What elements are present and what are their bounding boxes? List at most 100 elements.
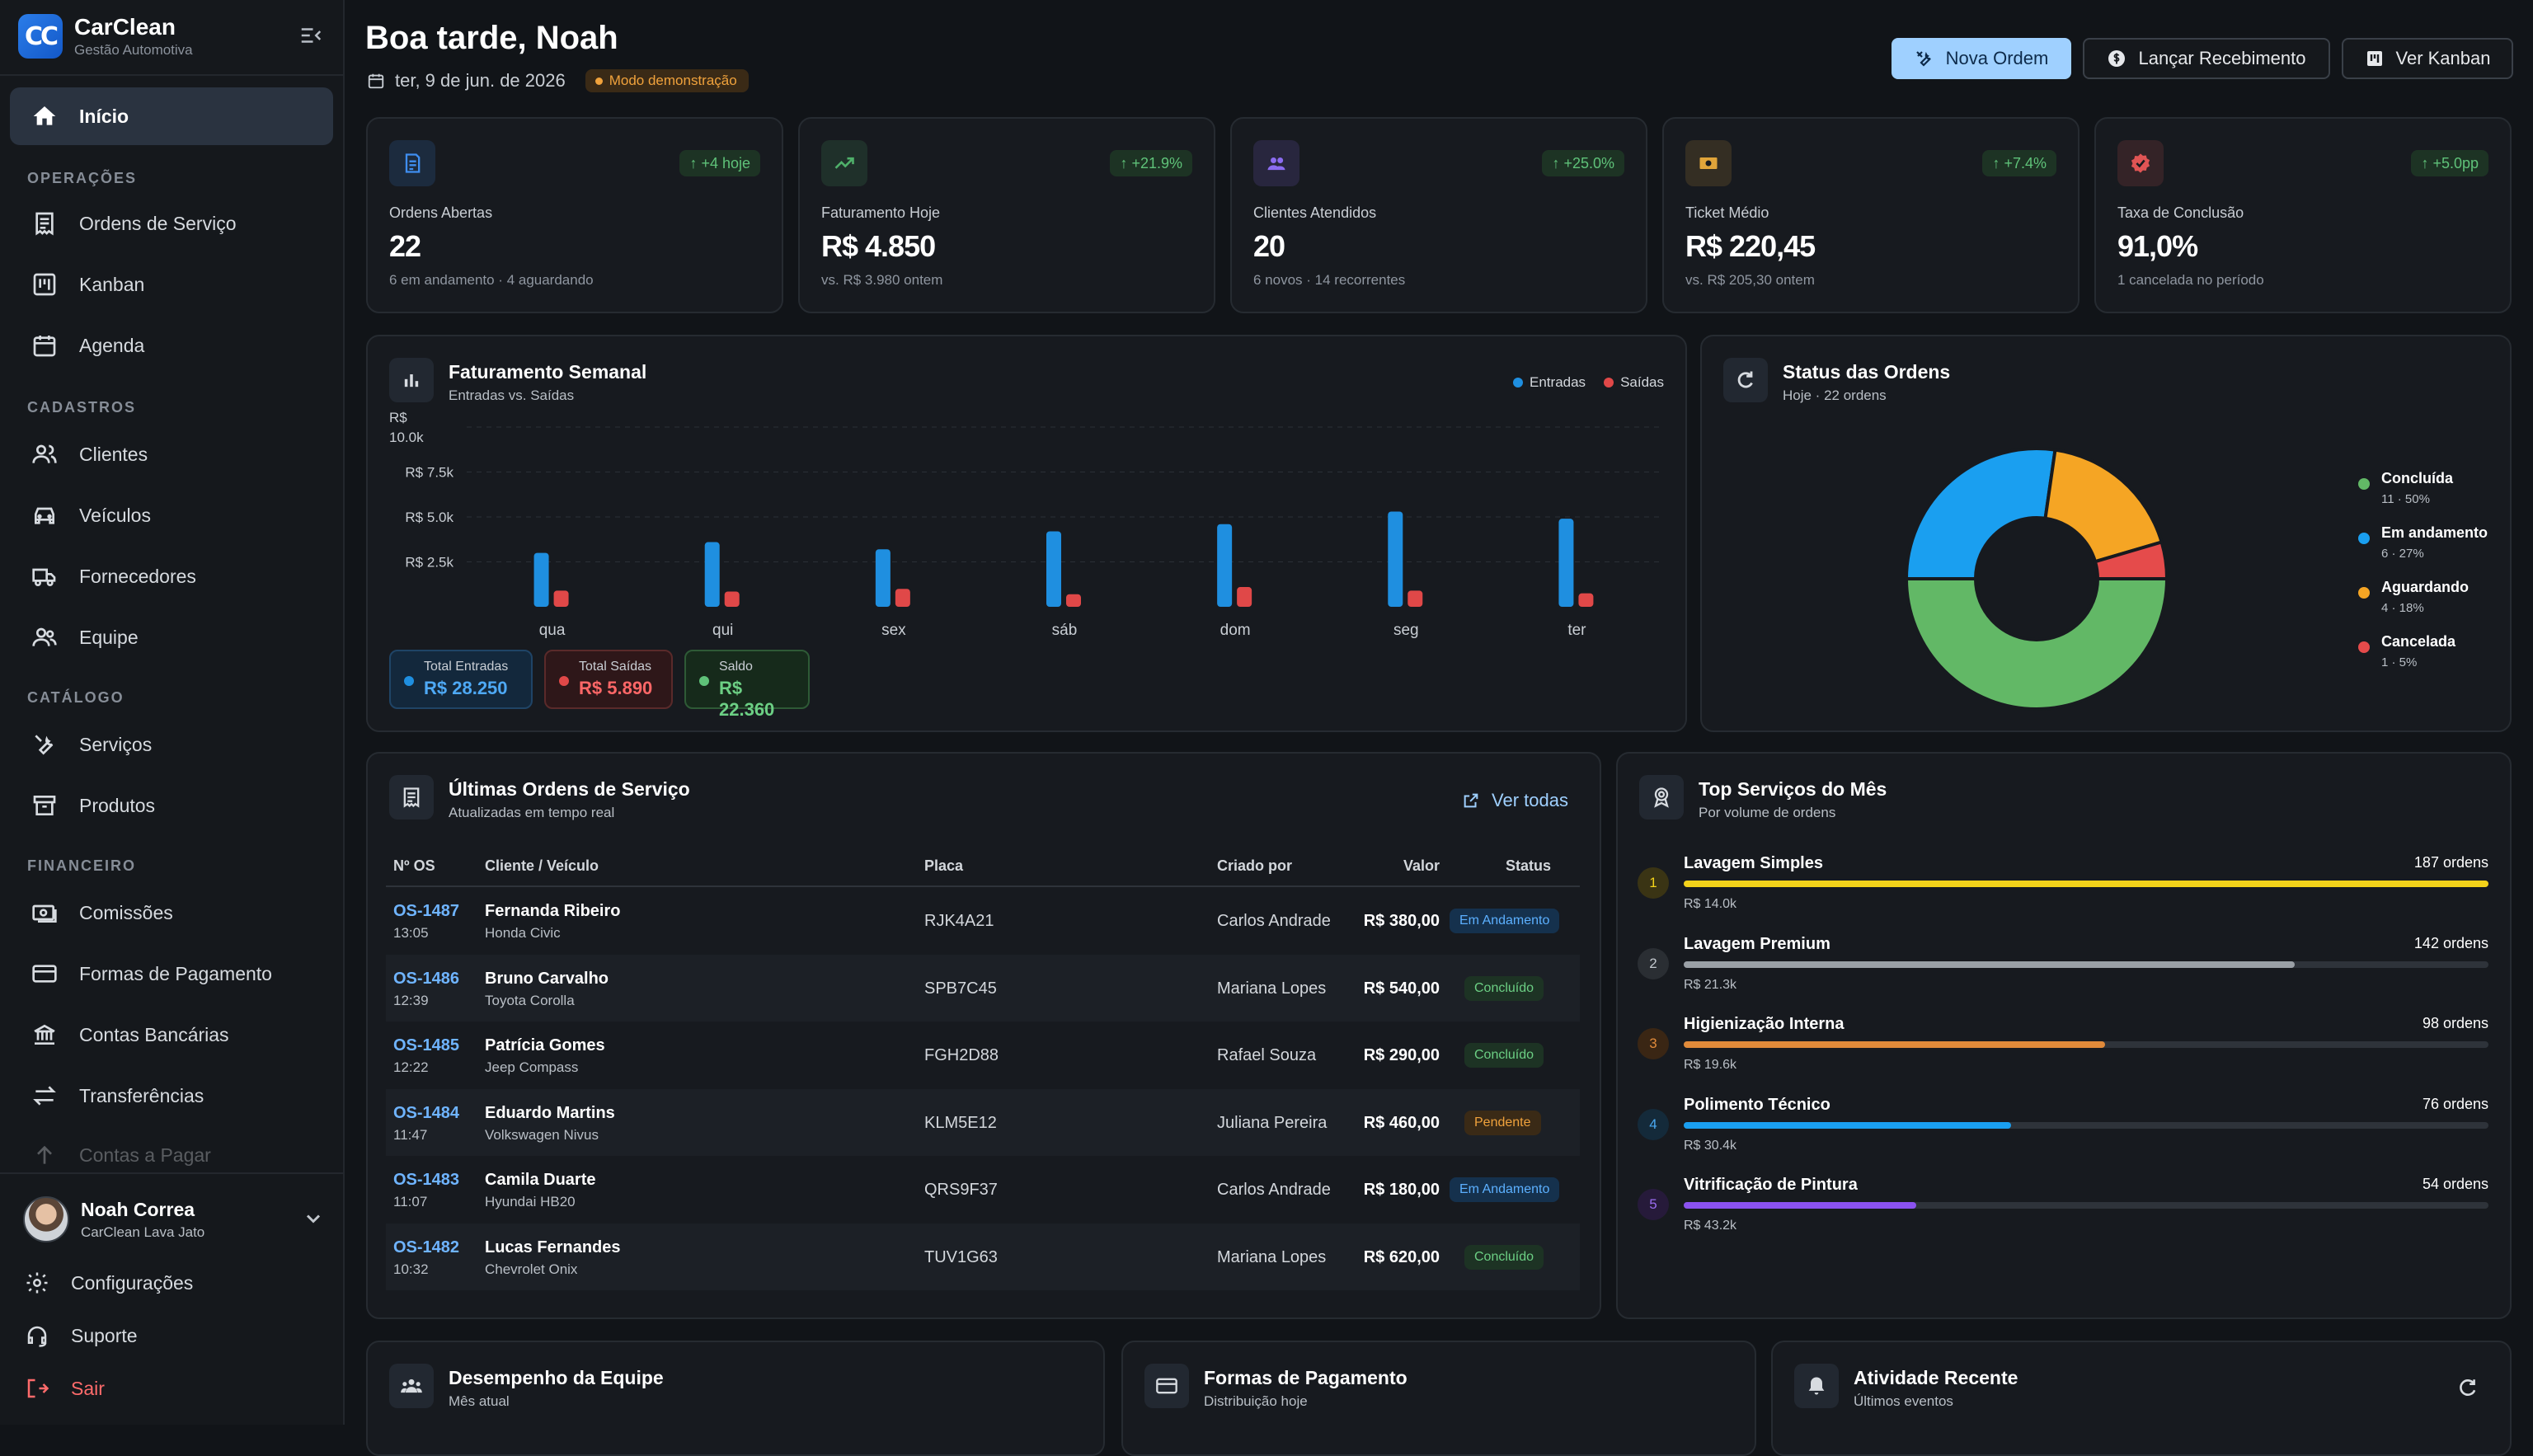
- bar-saidas[interactable]: [724, 591, 740, 607]
- calendar-icon: [368, 73, 384, 89]
- donut-slice-conclu-da[interactable]: [1904, 577, 2169, 711]
- column-header[interactable]: Criado por: [1217, 857, 1293, 874]
- service-name[interactable]: Lavagem Simples: [1684, 854, 1823, 872]
- chevron-down-icon[interactable]: [302, 1207, 325, 1230]
- sidebar-item-fornecedores[interactable]: Fornecedores: [10, 547, 333, 605]
- kanban-icon: [33, 273, 56, 296]
- kpi-card[interactable]: ↑ +25.0% Clientes Atendidos 20 6 novos · 14…: [1230, 117, 1647, 313]
- created-by: Juliana Pereira: [1217, 1113, 1328, 1132]
- bar-entradas[interactable]: [1217, 524, 1233, 607]
- bar-saidas[interactable]: [1407, 590, 1423, 607]
- column-header[interactable]: Status: [1506, 857, 1552, 874]
- sidebar-item-servicos[interactable]: Serviços: [10, 716, 333, 773]
- donut-slice-aguardando[interactable]: [2043, 448, 2164, 564]
- column-header[interactable]: Valor: [1403, 857, 1440, 874]
- logout-link[interactable]: Sair: [25, 1372, 105, 1405]
- credit-card-icon: [32, 965, 57, 983]
- sidebar-item-produtos[interactable]: Produtos: [10, 777, 333, 834]
- table-row[interactable]: OS-1483 11:07 Camila Duarte Hyundai HB20 QRS…: [386, 1156, 1580, 1223]
- ver-todas-link[interactable]: Ver todas: [1462, 790, 1568, 811]
- bar-saidas[interactable]: [553, 590, 569, 607]
- bar-saidas[interactable]: [895, 589, 910, 607]
- sidebar-item-label: Agenda: [79, 334, 145, 356]
- kpi-card[interactable]: ↑ +5.0pp Taxa de Conclusão 91,0% 1 cancelad…: [2094, 117, 2512, 313]
- kpi-card[interactable]: ↑ +7.4% Ticket Médio R$ 220,45 vs. R$ 205,3…: [1662, 117, 2080, 313]
- kpi-card[interactable]: ↑ +21.9% Faturamento Hoje R$ 4.850 vs. R$ 3…: [798, 117, 1215, 313]
- config-link[interactable]: Configurações: [25, 1266, 193, 1299]
- suporte-link[interactable]: Suporte: [25, 1319, 138, 1352]
- sidebar-item-formas-pagamento[interactable]: Formas de Pagamento: [10, 945, 333, 1003]
- sidebar-item-equipe[interactable]: Equipe: [10, 608, 333, 666]
- card-subtitle: Mês atual: [449, 1393, 510, 1409]
- bar-saidas[interactable]: [1237, 587, 1252, 607]
- x-tick-label: sáb: [1052, 622, 1078, 639]
- sidebar-item-agenda[interactable]: Agenda: [10, 317, 333, 374]
- sidebar-item-label: Início: [79, 105, 129, 127]
- column-header[interactable]: Nº OS: [393, 857, 435, 874]
- x-tick-label: dom: [1220, 622, 1251, 639]
- card-subtitle: Por volume de ordens: [1699, 805, 1836, 820]
- rank-badge: 5: [1638, 1189, 1669, 1220]
- sidebar-item-inicio[interactable]: Início: [10, 87, 333, 145]
- ver-kanban-button[interactable]: Ver Kanban: [2342, 38, 2513, 79]
- table-row[interactable]: OS-1487 13:05 Fernanda Ribeiro Honda Civic R…: [386, 887, 1580, 954]
- user-menu[interactable]: Noah Correa CarClean Lava Jato: [23, 1192, 328, 1247]
- table-row[interactable]: OS-1486 12:39 Bruno Carvalho Toyota Corolla…: [386, 954, 1580, 1022]
- service-name[interactable]: Lavagem Premium: [1684, 934, 1830, 953]
- table-row[interactable]: OS-1484 11:47 Eduardo Martins Volkswagen Ni…: [386, 1088, 1580, 1156]
- sidebar-item-transferencias[interactable]: Transferências: [10, 1067, 333, 1125]
- refresh-icon[interactable]: [2457, 1377, 2479, 1398]
- vehicle-model: Chevrolet Onix: [485, 1261, 578, 1277]
- sidebar-item-ordens[interactable]: Ordens de Serviço: [10, 195, 333, 252]
- bar-entradas[interactable]: [875, 549, 891, 607]
- team-icon: [32, 627, 57, 646]
- kpi-subtext: vs. R$ 205,30 ontem: [1685, 272, 1815, 288]
- team-performance-card: Desempenho da Equipe Mês atual: [366, 1341, 1105, 1456]
- collapse-sidebar-icon[interactable]: [298, 23, 323, 48]
- order-number[interactable]: OS-1486: [393, 969, 460, 988]
- sidebar-item-contas-pagar[interactable]: Contas a Pagar: [10, 1126, 333, 1184]
- order-number[interactable]: OS-1483: [393, 1171, 460, 1189]
- column-header[interactable]: Cliente / Veículo: [485, 857, 599, 874]
- order-number[interactable]: OS-1487: [393, 902, 460, 920]
- bar-entradas[interactable]: [1558, 519, 1574, 607]
- legend-saidas: Saídas: [1604, 374, 1664, 391]
- card-title: Top Serviços do Mês: [1699, 778, 1887, 800]
- vehicle-model: Hyundai HB20: [485, 1194, 576, 1209]
- bar-entradas[interactable]: [1046, 531, 1061, 607]
- tools-icon: [1915, 51, 1931, 67]
- donut-legend-item: Em andamento 6 · 27%: [2358, 524, 2488, 561]
- sidebar-item-veiculos[interactable]: Veículos: [10, 486, 333, 544]
- brand[interactable]: CC CarClean Gestão Automotiva: [18, 12, 331, 61]
- column-header[interactable]: Placa: [924, 857, 964, 874]
- sidebar-item-clientes[interactable]: Clientes: [10, 425, 333, 483]
- status-badge: Pendente: [1464, 1110, 1541, 1135]
- sidebar-item-label: Contas Bancárias: [79, 1023, 229, 1045]
- kpi-label: Faturamento Hoje: [821, 204, 941, 221]
- sidebar-item-kanban[interactable]: Kanban: [10, 256, 333, 313]
- bar-entradas[interactable]: [704, 542, 720, 607]
- bar-saidas[interactable]: [1066, 594, 1081, 607]
- bar-entradas[interactable]: [533, 552, 549, 607]
- sidebar-item-comissoes[interactable]: Comissões: [10, 884, 333, 942]
- saldo-box: Saldo R$ 22.360: [684, 650, 810, 720]
- table-row[interactable]: OS-1485 12:22 Patrícia Gomes Jeep Compass FG…: [386, 1022, 1580, 1088]
- table-row[interactable]: OS-1482 10:32 Lucas Fernandes Chevrolet Oni…: [386, 1223, 1580, 1290]
- order-number[interactable]: OS-1484: [393, 1103, 460, 1122]
- donut-legend-item: Concluída 11 · 50%: [2358, 470, 2453, 506]
- service-name[interactable]: Vitrificação de Pintura: [1684, 1176, 1858, 1194]
- order-number[interactable]: OS-1485: [393, 1036, 460, 1054]
- service-name[interactable]: Polimento Técnico: [1684, 1095, 1830, 1114]
- service-name[interactable]: Higienização Interna: [1684, 1015, 1845, 1033]
- bar-entradas[interactable]: [1388, 511, 1403, 607]
- nova-ordem-button[interactable]: Nova Ordem: [1892, 38, 2071, 79]
- rank-badge: 3: [1638, 1028, 1669, 1059]
- donut-slice-em-andamento[interactable]: [1904, 447, 2057, 580]
- order-number[interactable]: OS-1482: [393, 1238, 460, 1256]
- sidebar-item-contas-bancarias[interactable]: Contas Bancárias: [10, 1006, 333, 1064]
- kpi-value: R$ 220,45: [1685, 229, 1816, 263]
- bar-saidas[interactable]: [1578, 593, 1594, 607]
- kpi-card[interactable]: ↑ +4 hoje Ordens Abertas 22 6 em andamento …: [366, 117, 783, 313]
- lancar-recebimento-button[interactable]: Lançar Recebimento: [2083, 38, 2330, 79]
- divider: [0, 1172, 345, 1174]
